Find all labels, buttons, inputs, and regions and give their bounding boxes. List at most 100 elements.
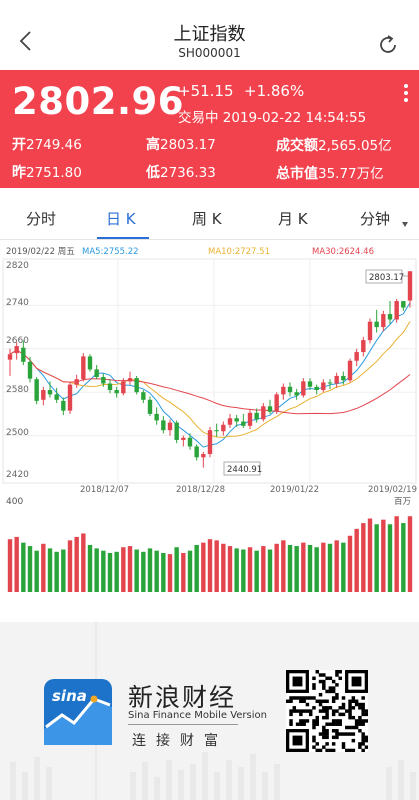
qr-module [318,699,323,703]
candle [154,407,159,425]
tab-intraday[interactable]: 分时 [26,210,57,228]
qr-module [335,722,339,726]
stat-open-value: 2749.46 [26,137,82,153]
tab-minute[interactable]: 分钟 [360,210,391,228]
stat-turnover-label: 成交额 [276,138,318,154]
qr-module [305,709,310,713]
qr-module [322,673,326,677]
qr-module [345,725,349,730]
qr-module [361,748,365,752]
tab-weekly-k[interactable]: 周 K [192,210,222,228]
candle [101,373,106,387]
qr-module [325,722,329,726]
candle-body [261,406,266,420]
stat-open-label: 开 [12,137,26,153]
qr-module [335,670,339,674]
candle [41,386,46,406]
qr-module [325,709,329,713]
qr-code[interactable] [286,670,368,752]
volume-bar [127,546,133,592]
qr-module [325,689,329,694]
qr-module [364,709,368,713]
candle-body [287,386,293,393]
price-change: +51.15 [178,82,234,100]
volume-bar [387,524,393,592]
volume-bar [194,544,199,592]
candle-body [294,392,299,396]
qr-module [331,709,336,713]
candle [381,310,386,332]
volume-bar [221,543,226,592]
y-tick-label: 2420 [6,470,29,480]
qr-module [348,699,352,703]
candle [21,340,26,366]
candle-body [301,381,306,396]
volume-bar [167,554,173,592]
volume-bar [354,528,359,592]
candle [287,382,293,397]
qr-module [338,732,342,736]
volume-bar [54,551,59,592]
qr-module [322,732,326,736]
qr-module [322,686,326,690]
qr-module [322,729,326,733]
back-icon[interactable] [16,30,38,52]
stat-prev-label: 昨 [12,165,26,181]
candle [67,382,73,414]
volume-bar [201,542,206,592]
qr-module [318,679,323,684]
qr-module [348,702,352,707]
qr-module [328,676,333,681]
candle-body [307,381,313,387]
qr-module [322,735,326,740]
qr-module [318,692,323,697]
qr-module [361,732,365,736]
qr-module [289,696,293,700]
qr-module [354,699,359,703]
brand-name: 新浪财经 [128,683,237,712]
qr-module [325,706,329,710]
candle-body [54,394,59,400]
candle [267,399,273,414]
candle [254,408,259,423]
volume-bar [327,543,333,592]
candle [347,358,353,383]
candle-body [161,420,166,431]
candle [301,378,306,398]
y-tick-label: 2740 [6,298,29,308]
qr-module [331,712,336,717]
sina-finance-logo: sina [44,679,112,745]
qr-module [312,686,316,690]
tab-monthly-k[interactable]: 月 K [278,210,308,228]
qr-module [312,683,316,687]
volume-bar [367,518,373,592]
kline-chart-svg[interactable]: 2019/02/22 周五 MA5:2755.22 MA10:2727.51 M… [0,242,419,622]
refresh-icon[interactable] [377,34,399,56]
volume-bar [261,546,266,592]
qr-module [351,696,356,700]
qr-module [315,722,319,726]
candle [321,379,326,393]
stat-low-value: 2736.33 [160,165,216,181]
qr-module [364,738,368,743]
max-label: 2803.17 [369,273,404,283]
candle [127,371,133,385]
candle [187,433,193,450]
kline-chart[interactable]: 2019/02/22 周五 MA5:2755.22 MA10:2727.51 M… [0,242,419,622]
candle [107,379,113,394]
qr-module [341,706,346,710]
dropdown-caret-icon[interactable] [402,222,408,227]
tab-daily-k[interactable]: 日 K [106,210,136,228]
qr-module [315,715,319,720]
qr-module [351,706,356,710]
qr-module [305,702,310,707]
candle-body [374,321,379,328]
more-icon[interactable] [403,84,409,106]
candle-body [401,301,406,308]
qr-module [315,699,319,703]
candle-body [121,381,126,394]
qr-module [361,742,365,746]
qr-module [328,686,333,690]
candle [74,374,79,388]
qr-module [351,748,356,752]
